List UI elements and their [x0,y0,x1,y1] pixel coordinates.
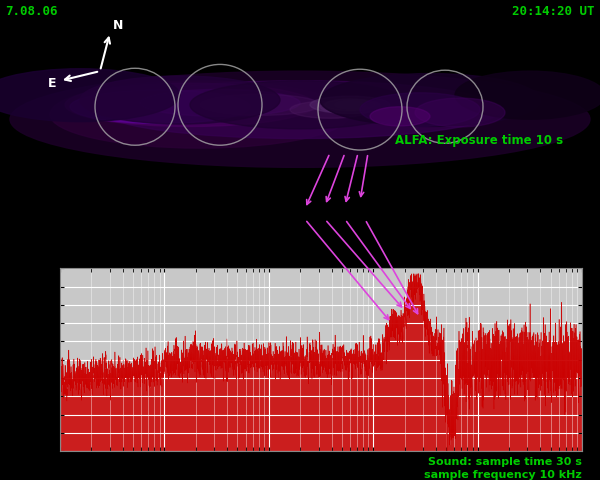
Text: ALFA: Exposure time 10 s: ALFA: Exposure time 10 s [395,134,563,147]
Ellipse shape [370,108,430,127]
Ellipse shape [335,102,365,109]
Ellipse shape [310,97,390,114]
Ellipse shape [140,90,300,117]
Ellipse shape [360,94,480,127]
Ellipse shape [100,82,500,139]
Text: 7.08.06: 7.08.06 [5,5,58,18]
Text: Sound: sample time 30 s: Sound: sample time 30 s [428,456,582,466]
Text: sample frequency 10 kHz: sample frequency 10 kHz [424,468,582,479]
Ellipse shape [415,99,505,128]
Ellipse shape [70,91,250,124]
Ellipse shape [325,100,375,111]
Ellipse shape [190,82,410,130]
Ellipse shape [65,84,315,127]
Ellipse shape [10,72,590,168]
Ellipse shape [340,101,380,110]
Text: 20:14:20 UT: 20:14:20 UT [512,5,595,18]
X-axis label: f, Hz: f, Hz [308,469,334,480]
Ellipse shape [0,70,180,122]
Ellipse shape [290,102,370,119]
Ellipse shape [200,95,320,116]
Y-axis label: P: P [10,347,17,360]
Ellipse shape [320,74,540,127]
Ellipse shape [50,82,350,149]
Ellipse shape [455,72,600,120]
Text: N: N [113,19,124,32]
Text: E: E [48,77,56,90]
Ellipse shape [320,101,380,114]
Ellipse shape [80,77,280,125]
